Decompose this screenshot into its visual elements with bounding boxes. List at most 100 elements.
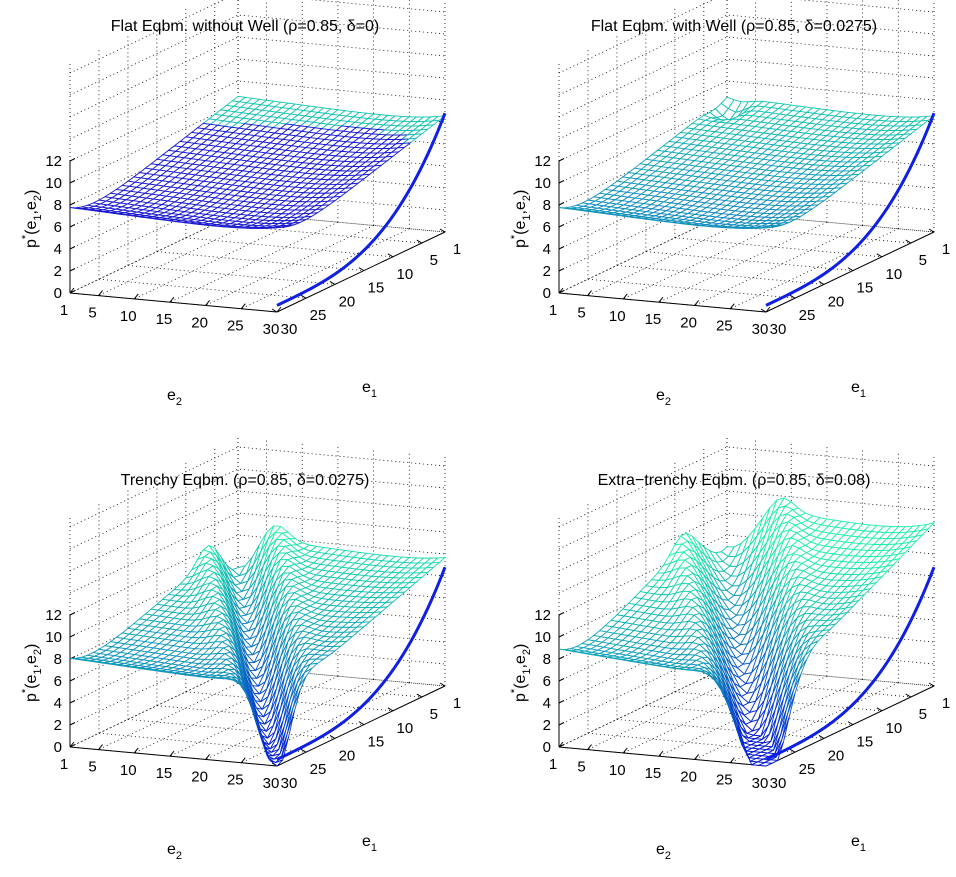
z-tick-mark — [69, 180, 76, 184]
e1-tick-mark — [789, 748, 796, 753]
e1-tick-label: 15 — [368, 734, 385, 751]
e1-tick-mark — [760, 308, 767, 313]
z-tick-label: 6 — [543, 219, 551, 236]
subplot-title: Extra−trenchy Eqbm. (ρ=0.85, δ=0.08) — [598, 472, 871, 489]
e1-tick-label: 20 — [828, 747, 845, 764]
e1-tick-mark — [439, 682, 446, 687]
e1-tick-label: 25 — [310, 307, 327, 324]
e2-axis-line — [69, 292, 278, 313]
mesh-cell — [757, 762, 774, 767]
e1-tick-mark — [416, 693, 423, 698]
e1-tick-mark — [387, 253, 394, 258]
e1-axis-line — [765, 231, 935, 313]
e1-tick-mark — [300, 294, 307, 299]
e2-tick-label: 30 — [263, 775, 280, 792]
z-tick-label: 2 — [54, 717, 62, 734]
e2-tick-label: 25 — [227, 318, 244, 335]
e2-tick-label: 5 — [577, 759, 585, 776]
z-tick-label: 2 — [54, 263, 62, 280]
e2-tick-mark — [98, 744, 103, 750]
e2-tick-label: 20 — [191, 314, 208, 331]
e1-axis-label: e1 — [362, 379, 377, 400]
z-tick-label: 4 — [543, 241, 551, 258]
z-tick-label: 12 — [534, 607, 551, 624]
z-tick-mark — [69, 722, 76, 726]
z-tick-mark — [558, 700, 565, 704]
e2-tick-label: 5 — [88, 759, 96, 776]
z-tick-label: 4 — [54, 241, 62, 258]
e1-tick-label: 20 — [339, 293, 356, 310]
e1-tick-label: 20 — [828, 293, 845, 310]
e2-tick-label: 15 — [645, 311, 662, 328]
z-tick-label: 0 — [54, 739, 62, 756]
z-tick-label: 10 — [45, 175, 62, 192]
e2-tick-mark — [133, 747, 139, 754]
e1-tick-mark — [439, 228, 446, 233]
z-tick-label: 0 — [543, 285, 551, 302]
e2-tick-label: 15 — [156, 311, 173, 328]
e2-tick-mark — [694, 754, 700, 760]
e2-tick-label: 30 — [263, 321, 280, 338]
z-tick-label: 10 — [534, 175, 551, 192]
e1-tick-label: 1 — [453, 241, 461, 258]
e1-axis-label: e1 — [362, 833, 377, 854]
z-tick-label: 0 — [54, 285, 62, 302]
subplot-title: Trenchy Eqbm. (ρ=0.85, δ=0.0275) — [121, 472, 370, 489]
z-tick-mark — [558, 722, 565, 726]
e1-axis-line — [276, 685, 446, 767]
z-tick-mark — [69, 700, 76, 704]
e1-tick-label: 1 — [942, 695, 950, 712]
e1-tick-label: 30 — [770, 775, 787, 792]
e1-tick-mark — [271, 308, 278, 313]
z-axis-label: p*(e1,e2) — [509, 644, 533, 702]
equilibrium-curve — [276, 112, 447, 307]
subplot-title: Flat Eqbm. without Well (ρ=0.85, δ=0) — [111, 18, 380, 35]
e1-tick-mark — [876, 253, 883, 258]
z-tick-label: 8 — [543, 651, 551, 668]
e1-tick-label: 5 — [919, 706, 927, 723]
surface-mesh — [69, 95, 447, 229]
e2-tick-label: 15 — [156, 765, 173, 782]
e1-tick-label: 25 — [799, 307, 816, 324]
z-tick-mark — [558, 268, 565, 272]
mesh-cell — [758, 226, 772, 229]
z-tick-mark — [558, 224, 565, 228]
z-tick-mark — [558, 656, 565, 660]
e2-tick-mark — [133, 293, 139, 300]
z-tick-label: 2 — [543, 717, 551, 734]
z-tick-mark — [558, 634, 565, 638]
e2-tick-mark — [622, 293, 628, 300]
e2-tick-label: 25 — [716, 772, 733, 789]
e1-tick-label: 10 — [886, 720, 903, 737]
z-tick-mark — [69, 678, 76, 682]
e1-tick-label: 15 — [368, 280, 385, 297]
e2-tick-mark — [587, 290, 592, 296]
subplot-1: Flat Eqbm. without Well (ρ=0.85, δ=0) 0 2 4… — [20, 0, 461, 408]
z-tick-label: 4 — [54, 695, 62, 712]
e1-axis-line — [276, 231, 446, 313]
equilibrium-curve — [276, 566, 447, 761]
e2-tick-label: 5 — [88, 305, 96, 322]
e2-tick-label: 10 — [120, 308, 137, 325]
subplot-2: Flat Eqbm. with Well (ρ=0.85, δ=0.0275) 0… — [509, 0, 950, 408]
mesh-cell — [269, 759, 284, 767]
e1-axis-label: e1 — [851, 833, 866, 854]
z-tick-mark — [558, 678, 565, 682]
e2-tick-mark — [558, 287, 564, 294]
e2-axis-line — [558, 746, 767, 767]
e2-tick-label: 30 — [752, 775, 769, 792]
subplot-title: Flat Eqbm. with Well (ρ=0.85, δ=0.0275) — [591, 18, 877, 35]
z-tick-mark — [69, 268, 76, 272]
e2-tick-mark — [276, 306, 282, 313]
e1-tick-label: 5 — [430, 252, 438, 269]
e2-tick-mark — [69, 287, 75, 294]
e1-tick-mark — [847, 721, 854, 726]
e2-tick-label: 1 — [549, 302, 557, 319]
z-tick-label: 6 — [54, 673, 62, 690]
e1-tick-label: 15 — [857, 734, 874, 751]
z-tick-mark — [69, 612, 76, 616]
equilibrium-curve — [765, 112, 936, 307]
subplot-4: Extra−trenchy Eqbm. (ρ=0.85, δ=0.08) 0 2 4 6… — [509, 436, 950, 862]
z-tick-label: 12 — [45, 153, 62, 170]
z-tick-mark — [69, 634, 76, 638]
